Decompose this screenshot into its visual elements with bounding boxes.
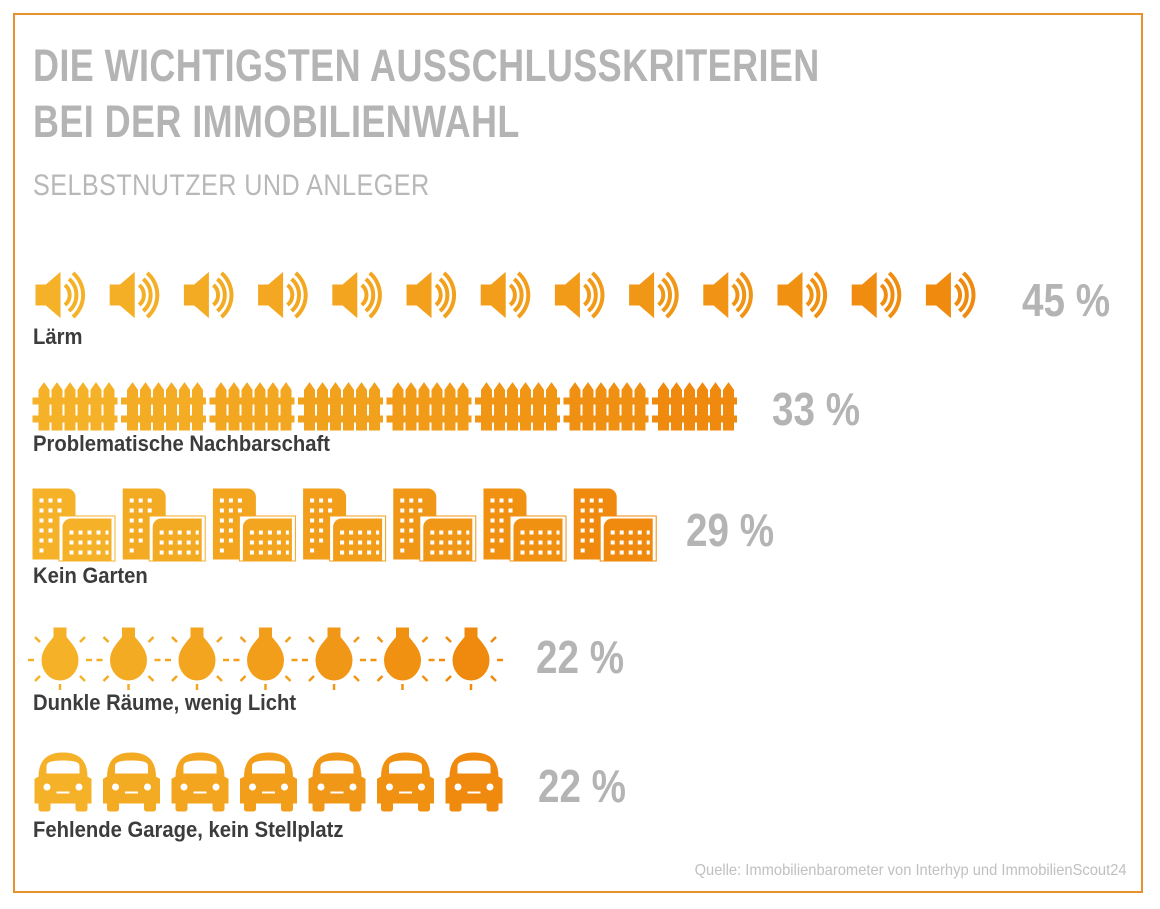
fence-icon-1 bbox=[32, 382, 118, 431]
value-label-5: 22 % bbox=[538, 761, 626, 812]
lightbulb-icon-4 bbox=[232, 626, 299, 692]
infographic-frame bbox=[13, 13, 1143, 893]
chart-subtitle: SELBSTNUTZER UND ANLEGER bbox=[33, 169, 430, 202]
speaker-icon-9 bbox=[627, 271, 679, 319]
speaker-icon-2 bbox=[108, 271, 160, 319]
car-icon-5 bbox=[308, 752, 366, 812]
source-note: Quelle: Immobilienbarometer von Interhyp… bbox=[694, 862, 1127, 879]
buildings-icon-4 bbox=[303, 488, 387, 562]
value-label-1: 45 % bbox=[1022, 275, 1110, 326]
value-label-4: 22 % bbox=[536, 632, 624, 683]
buildings-icon-5 bbox=[393, 488, 477, 562]
value-labels: 45 % 33 % 29 % 22 % 22 % bbox=[536, 275, 1110, 812]
car-icon-1 bbox=[34, 752, 92, 812]
lightbulb-icon-3 bbox=[163, 626, 231, 692]
car-icon-4 bbox=[240, 752, 297, 812]
fence-icon-6 bbox=[475, 382, 560, 431]
category-label-garten: Kein Garten bbox=[33, 563, 148, 588]
lightbulb-icon-5 bbox=[300, 626, 368, 692]
lightbulb-icon-7 bbox=[437, 626, 505, 692]
car-icon-6 bbox=[377, 752, 434, 812]
speaker-icon-5 bbox=[330, 271, 382, 319]
title-line-1: DIE WICHTIGSTEN AUSSCHLUSSKRITERIEN bbox=[33, 40, 820, 91]
lightbulb-icon-2 bbox=[95, 626, 162, 692]
icon-row-2 bbox=[32, 382, 737, 431]
fence-icon-7 bbox=[563, 382, 649, 431]
lightbulb-icon-1 bbox=[26, 626, 94, 692]
category-label-licht: Dunkle Räume, wenig Licht bbox=[33, 690, 297, 715]
car-icon-7 bbox=[445, 752, 503, 812]
fence-icon-4 bbox=[298, 382, 383, 431]
car-icon-3 bbox=[171, 752, 229, 812]
car-icon-2 bbox=[103, 752, 160, 812]
speaker-icon-10 bbox=[701, 271, 753, 319]
buildings-icon-3 bbox=[212, 488, 296, 562]
speaker-icon-12 bbox=[850, 271, 902, 319]
buildings-icon-6 bbox=[483, 488, 567, 562]
fence-icon-5 bbox=[386, 382, 472, 431]
fence-icon-8 bbox=[652, 382, 737, 431]
speaker-icon-4 bbox=[256, 271, 308, 319]
speaker-icon-11 bbox=[776, 271, 828, 319]
speaker-icon-3 bbox=[182, 271, 234, 319]
speaker-icon-13 bbox=[924, 271, 976, 319]
fence-icon-3 bbox=[209, 382, 295, 431]
category-label-laerm: Lärm bbox=[33, 324, 83, 349]
value-label-2: 33 % bbox=[772, 384, 860, 435]
category-label-nachbarschaft: Problematische Nachbarschaft bbox=[33, 431, 330, 456]
icon-row-3 bbox=[32, 488, 657, 562]
icon-rows bbox=[26, 271, 976, 812]
speaker-icon-6 bbox=[405, 271, 457, 319]
buildings-icon-7 bbox=[573, 488, 657, 562]
title-line-2: BEI DER IMMOBILIENWAHL bbox=[33, 96, 520, 147]
buildings-icon-2 bbox=[122, 488, 206, 562]
speaker-icon-1 bbox=[34, 271, 86, 319]
category-label-garage: Fehlende Garage, kein Stellplatz bbox=[33, 817, 344, 842]
speaker-icon-7 bbox=[479, 271, 531, 319]
lightbulb-icon-6 bbox=[369, 626, 436, 692]
icon-row-4 bbox=[26, 626, 505, 692]
icon-row-1 bbox=[34, 271, 976, 319]
fence-icon-2 bbox=[121, 382, 206, 431]
buildings-icon-1 bbox=[32, 488, 116, 562]
speaker-icon-8 bbox=[553, 271, 605, 319]
chart-title: DIE WICHTIGSTEN AUSSCHLUSSKRITERIEN BEI … bbox=[33, 38, 820, 150]
icon-row-5 bbox=[34, 752, 503, 812]
value-label-3: 29 % bbox=[686, 505, 774, 556]
